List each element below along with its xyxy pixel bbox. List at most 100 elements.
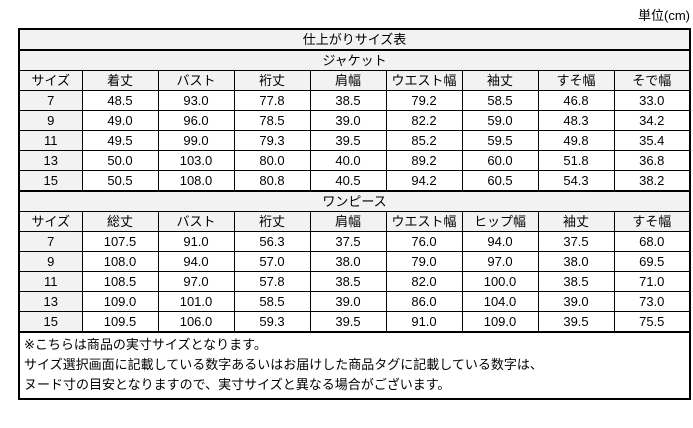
size-cell: 9 [18, 110, 83, 131]
value-cell: 91.0 [157, 231, 235, 252]
value-cell: 59.3 [233, 311, 311, 333]
notes-cell: ※こちらは商品の実寸サイズとなります。 サイズ選択画面に記載している数字あるいは… [18, 331, 691, 400]
table-title-row: 仕上がりサイズ表 [18, 28, 691, 51]
value-cell: 50.0 [81, 150, 159, 171]
notes-row: ※こちらは商品の実寸サイズとなります。 サイズ選択画面に記載している数字あるいは… [18, 331, 691, 400]
column-header: 袖丈 [461, 70, 539, 91]
value-cell: 48.5 [81, 90, 159, 111]
value-cell: 48.3 [537, 110, 615, 131]
value-cell: 109.0 [81, 291, 159, 312]
table-row: 15 109.5 106.0 59.3 39.5 91.0 109.0 39.5 75.5 [18, 311, 691, 333]
size-chart-table: 仕上がりサイズ表 ジャケット サイズ 着丈 バスト 裄丈 肩幅 ウエスト幅 袖丈 すそ幅 そで幅 7… [18, 28, 692, 400]
value-cell: 38.2 [613, 170, 691, 192]
section-header-row: ジャケット [18, 49, 691, 71]
value-cell: 71.0 [613, 271, 691, 292]
column-header: 総丈 [81, 211, 159, 232]
value-cell: 100.0 [461, 271, 539, 292]
value-cell: 46.8 [537, 90, 615, 111]
value-cell: 34.2 [613, 110, 691, 131]
value-cell: 59.0 [461, 110, 539, 131]
size-cell: 13 [18, 291, 83, 312]
size-cell: 7 [18, 231, 83, 252]
value-cell: 107.5 [81, 231, 159, 252]
column-header: サイズ [18, 211, 83, 232]
size-cell: 7 [18, 90, 83, 111]
value-cell: 103.0 [157, 150, 235, 171]
column-header: 肩幅 [309, 211, 387, 232]
column-header: 裄丈 [233, 211, 311, 232]
value-cell: 80.0 [233, 150, 311, 171]
value-cell: 94.2 [385, 170, 463, 192]
table-row: 7 107.5 91.0 56.3 37.5 76.0 94.0 37.5 68.0 [18, 231, 691, 252]
size-cell: 9 [18, 251, 83, 272]
value-cell: 94.0 [461, 231, 539, 252]
value-cell: 97.0 [461, 251, 539, 272]
value-cell: 57.8 [233, 271, 311, 292]
value-cell: 108.0 [157, 170, 235, 192]
unit-label: 単位(cm) [638, 8, 690, 23]
value-cell: 39.5 [309, 130, 387, 151]
value-cell: 86.0 [385, 291, 463, 312]
value-cell: 40.0 [309, 150, 387, 171]
value-cell: 57.0 [233, 251, 311, 272]
value-cell: 82.0 [385, 271, 463, 292]
column-header: ウエスト幅 [385, 70, 463, 91]
note-line: サイズ選択画面に記載している数字あるいはお届けした商品タグに記載している数字は、 [24, 357, 543, 372]
value-cell: 59.5 [461, 130, 539, 151]
value-cell: 109.0 [461, 311, 539, 333]
value-cell: 56.3 [233, 231, 311, 252]
table-row: 13 109.0 101.0 58.5 39.0 86.0 104.0 39.0 73.0 [18, 291, 691, 312]
column-header: サイズ [18, 70, 83, 91]
table-row: 11 108.5 97.0 57.8 38.5 82.0 100.0 38.5 71.0 [18, 271, 691, 292]
section-title: ジャケット [18, 49, 691, 71]
column-header: すそ幅 [613, 211, 691, 232]
value-cell: 51.8 [537, 150, 615, 171]
value-cell: 39.5 [537, 311, 615, 333]
value-cell: 109.5 [81, 311, 159, 333]
value-cell: 39.0 [309, 291, 387, 312]
value-cell: 79.2 [385, 90, 463, 111]
value-cell: 93.0 [157, 90, 235, 111]
column-header: ヒップ幅 [461, 211, 539, 232]
table-row: 9 108.0 94.0 57.0 38.0 79.0 97.0 38.0 69.5 [18, 251, 691, 272]
value-cell: 58.5 [461, 90, 539, 111]
value-cell: 96.0 [157, 110, 235, 131]
table-row: 13 50.0 103.0 80.0 40.0 89.2 60.0 51.8 36.8 [18, 150, 691, 171]
value-cell: 58.5 [233, 291, 311, 312]
column-header: 着丈 [81, 70, 159, 91]
table-title: 仕上がりサイズ表 [18, 28, 691, 51]
value-cell: 54.3 [537, 170, 615, 192]
value-cell: 108.0 [81, 251, 159, 272]
column-header: 袖丈 [537, 211, 615, 232]
value-cell: 37.5 [309, 231, 387, 252]
value-cell: 49.8 [537, 130, 615, 151]
size-cell: 15 [18, 170, 83, 192]
table-row: 15 50.5 108.0 80.8 40.5 94.2 60.5 54.3 38.2 [18, 170, 691, 192]
value-cell: 80.8 [233, 170, 311, 192]
table-row: 7 48.5 93.0 77.8 38.5 79.2 58.5 46.8 33.0 [18, 90, 691, 111]
column-header-row: サイズ 総丈 バスト 裄丈 肩幅 ウエスト幅 ヒップ幅 袖丈 すそ幅 [18, 211, 691, 232]
value-cell: 38.5 [309, 271, 387, 292]
value-cell: 104.0 [461, 291, 539, 312]
column-header: 裄丈 [233, 70, 311, 91]
value-cell: 35.4 [613, 130, 691, 151]
table-row: 11 49.5 99.0 79.3 39.5 85.2 59.5 49.8 35.4 [18, 130, 691, 151]
column-header: バスト [157, 70, 235, 91]
value-cell: 85.2 [385, 130, 463, 151]
value-cell: 75.5 [613, 311, 691, 333]
value-cell: 39.5 [309, 311, 387, 333]
column-header-row: サイズ 着丈 バスト 裄丈 肩幅 ウエスト幅 袖丈 すそ幅 そで幅 [18, 70, 691, 91]
size-cell: 13 [18, 150, 83, 171]
value-cell: 36.8 [613, 150, 691, 171]
value-cell: 91.0 [385, 311, 463, 333]
section-title: ワンピース [18, 190, 691, 212]
value-cell: 69.5 [613, 251, 691, 272]
value-cell: 39.0 [537, 291, 615, 312]
size-cell: 11 [18, 130, 83, 151]
value-cell: 94.0 [157, 251, 235, 272]
value-cell: 97.0 [157, 271, 235, 292]
note-line: ※こちらは商品の実寸サイズとなります。 [24, 337, 267, 352]
value-cell: 76.0 [385, 231, 463, 252]
value-cell: 89.2 [385, 150, 463, 171]
